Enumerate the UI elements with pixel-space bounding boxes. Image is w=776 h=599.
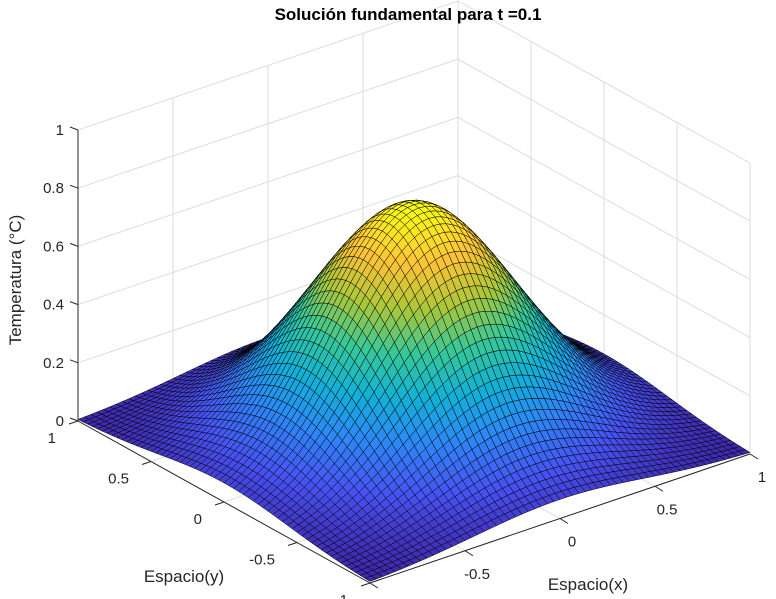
svg-text:1: 1 — [758, 469, 766, 486]
svg-text:0.2: 0.2 — [43, 355, 64, 372]
chart-title: Solución fundamental para t =0.1 — [275, 5, 542, 24]
svg-text:0.6: 0.6 — [43, 238, 64, 255]
svg-text:0.5: 0.5 — [108, 471, 129, 488]
x-axis-label: Espacio(x) — [548, 575, 628, 594]
y-axis-label: Espacio(y) — [144, 567, 224, 586]
x-tick-labels: -1-0.500.51 — [375, 469, 766, 599]
svg-text:0: 0 — [568, 534, 576, 551]
y-tick-labels: -1 -0.5 0 0.5 1 — [48, 430, 348, 599]
z-tick-labels: 0 0.2 0.4 0.6 0.8 1 — [43, 122, 64, 430]
svg-text:0: 0 — [56, 413, 64, 430]
svg-text:-0.5: -0.5 — [249, 552, 275, 569]
svg-text:1: 1 — [48, 430, 56, 447]
z-axis-label: Temperatura (°C) — [6, 215, 25, 346]
svg-text:-0.5: -0.5 — [464, 566, 490, 583]
svg-text:1: 1 — [56, 122, 64, 139]
svg-text:-1: -1 — [335, 592, 348, 599]
svg-text:0.4: 0.4 — [43, 297, 64, 314]
svg-text:0.8: 0.8 — [43, 180, 64, 197]
svg-text:0.5: 0.5 — [657, 501, 678, 518]
axes-lines — [68, 126, 759, 589]
svg-text:0: 0 — [194, 511, 202, 528]
surface-mesh — [77, 199, 751, 582]
